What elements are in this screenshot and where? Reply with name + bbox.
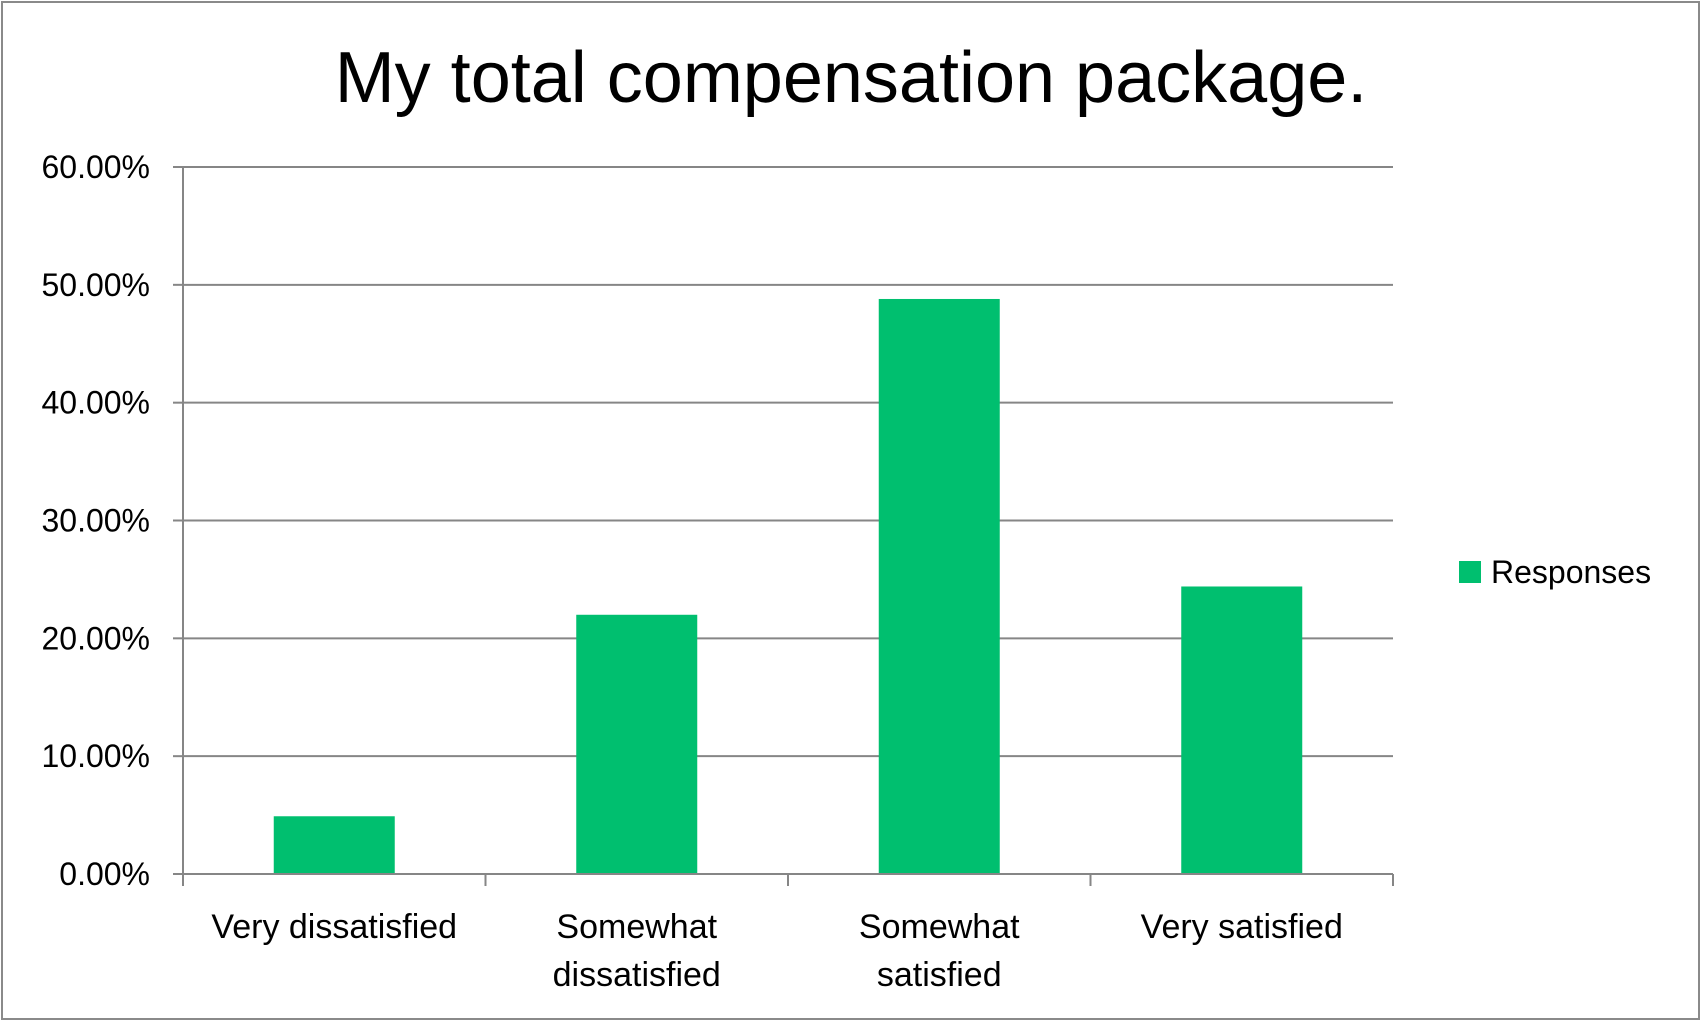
legend-swatch xyxy=(1459,561,1481,583)
bar xyxy=(1181,586,1303,874)
x-category-label: satisfied xyxy=(877,956,1002,994)
y-tick-label: 30.00% xyxy=(41,503,150,539)
bar xyxy=(273,816,395,874)
y-tick-labels: 0.00% 10.00% 20.00% 30.00% 40.00% 50.00% 60.00… xyxy=(41,149,150,892)
bar xyxy=(576,614,698,874)
x-category-label: Somewhat xyxy=(556,908,717,946)
axes xyxy=(173,166,1394,886)
chart-canvas: My total compensation package. 0.00% 10.0… xyxy=(41,38,1651,994)
y-tick-label: 40.00% xyxy=(41,385,150,421)
x-category-label: Somewhat xyxy=(859,908,1020,946)
bars xyxy=(273,298,1303,874)
legend: Responses xyxy=(1459,554,1651,590)
x-category-labels: Very dissatisfied Somewhat dissatisfied Som… xyxy=(211,908,1342,994)
y-tick-label: 10.00% xyxy=(41,738,150,774)
x-category-label: Very dissatisfied xyxy=(211,908,457,946)
x-category-label: dissatisfied xyxy=(553,956,721,994)
bar xyxy=(878,298,1000,874)
y-tick-label: 50.00% xyxy=(41,267,150,303)
y-tick-label: 20.00% xyxy=(41,620,150,656)
x-category-label: Very satisfied xyxy=(1141,908,1343,946)
chart-title: My total compensation package. xyxy=(335,38,1368,118)
legend-label: Responses xyxy=(1491,554,1651,590)
y-tick-label: 60.00% xyxy=(41,149,150,185)
y-tick-label: 0.00% xyxy=(59,856,150,892)
